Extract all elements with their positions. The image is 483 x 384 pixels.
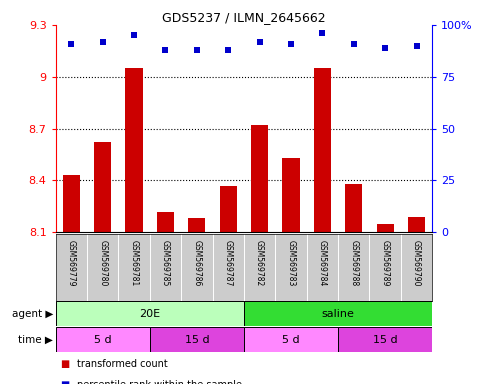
Point: [130, 32, 138, 38]
Text: ■: ■: [60, 380, 70, 384]
Bar: [408, 217, 425, 232]
Bar: [251, 125, 268, 232]
Text: GSM569785: GSM569785: [161, 240, 170, 286]
Text: GSM569784: GSM569784: [318, 240, 327, 286]
Text: GSM569788: GSM569788: [349, 240, 358, 286]
Bar: [345, 184, 362, 232]
Text: 15 d: 15 d: [185, 334, 209, 345]
Text: GSM569782: GSM569782: [255, 240, 264, 286]
Point: [412, 43, 420, 49]
Point: [99, 38, 107, 45]
Text: GSM569787: GSM569787: [224, 240, 233, 286]
Text: GSM569790: GSM569790: [412, 240, 421, 286]
Point: [350, 41, 357, 47]
Bar: [150, 327, 244, 352]
Text: saline: saline: [322, 309, 355, 319]
Text: time ▶: time ▶: [18, 334, 53, 345]
Text: GSM569789: GSM569789: [381, 240, 390, 286]
Text: 20E: 20E: [139, 309, 160, 319]
Text: percentile rank within the sample: percentile rank within the sample: [77, 380, 242, 384]
Text: transformed count: transformed count: [77, 359, 168, 369]
Point: [256, 38, 264, 45]
Text: GSM569779: GSM569779: [67, 240, 76, 286]
Bar: [56, 327, 150, 352]
Bar: [244, 301, 432, 326]
Text: ■: ■: [60, 359, 70, 369]
Bar: [56, 301, 244, 326]
Bar: [244, 327, 338, 352]
Bar: [126, 68, 142, 232]
Text: GSM569786: GSM569786: [192, 240, 201, 286]
Text: GSM569783: GSM569783: [286, 240, 296, 286]
Bar: [220, 185, 237, 232]
Bar: [188, 218, 205, 232]
Text: agent ▶: agent ▶: [12, 309, 53, 319]
Text: GSM569780: GSM569780: [98, 240, 107, 286]
Bar: [94, 142, 111, 232]
Point: [224, 47, 232, 53]
Point: [193, 47, 201, 53]
Point: [287, 41, 295, 47]
Text: 5 d: 5 d: [94, 334, 112, 345]
Bar: [283, 158, 299, 232]
Point: [319, 30, 327, 36]
Bar: [63, 175, 80, 232]
Bar: [314, 68, 331, 232]
Point: [161, 47, 170, 53]
Title: GDS5237 / ILMN_2645662: GDS5237 / ILMN_2645662: [162, 11, 326, 24]
Bar: [338, 327, 432, 352]
Text: 15 d: 15 d: [373, 334, 398, 345]
Text: GSM569781: GSM569781: [129, 240, 139, 286]
Bar: [377, 223, 394, 232]
Text: 5 d: 5 d: [282, 334, 300, 345]
Point: [68, 41, 75, 47]
Point: [382, 45, 389, 51]
Bar: [157, 212, 174, 232]
